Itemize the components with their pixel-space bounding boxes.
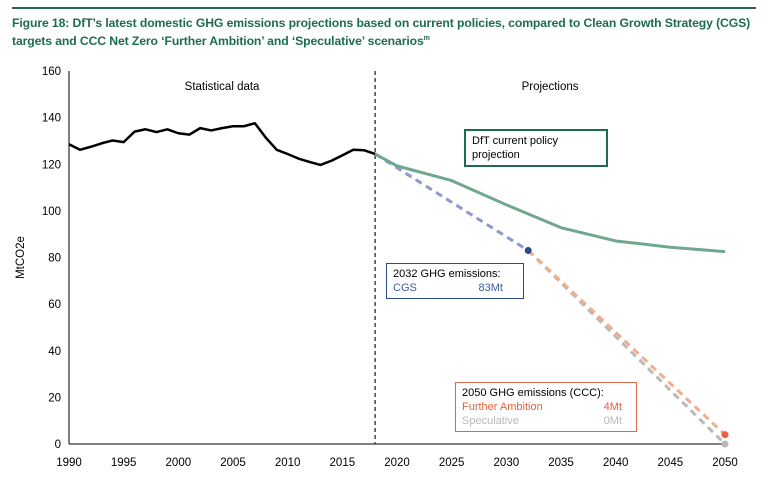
x-tick-label: 2015	[330, 457, 356, 469]
x-tick-label: 2035	[548, 457, 574, 469]
x-tick-label: 1990	[56, 457, 82, 469]
historical-series-line	[68, 121, 376, 167]
x-tick-label: 1995	[111, 457, 137, 469]
x-tick-label: 2050	[712, 457, 738, 469]
y-tick-label: 20	[48, 392, 61, 404]
cgs-annotation-box: 2032 GHG emissions: CGS 83Mt	[386, 263, 524, 299]
further-value: 4Mt	[603, 401, 622, 413]
region-label-statistical: Statistical data	[185, 81, 260, 93]
x-tick-label: 2025	[439, 457, 465, 469]
cgs-series-line	[374, 152, 530, 252]
region-label-projections: Projections	[522, 81, 579, 93]
cgs-heading: 2032 GHG emissions:	[393, 268, 501, 280]
dft-series-line	[374, 152, 726, 254]
cgs-value: 83Mt	[478, 282, 503, 294]
x-tick-label: 2005	[220, 457, 246, 469]
speculative-value: 0Mt	[603, 415, 622, 427]
y-tick-label: 120	[42, 159, 61, 171]
cgs-marker	[524, 247, 532, 255]
x-tick-label: 2045	[658, 457, 684, 469]
y-tick-label: 100	[42, 206, 61, 218]
x-tick-label: 2000	[166, 457, 192, 469]
further-label: Further Ambition	[462, 401, 543, 413]
further-marker	[721, 431, 729, 439]
y-tick-label: 40	[48, 346, 61, 358]
dft-label-box: DfT current policy projection	[464, 129, 608, 167]
y-tick-label: 0	[55, 439, 61, 451]
y-axis-label: MtCO2e	[15, 236, 27, 279]
further-series-line	[527, 249, 727, 436]
dft-label: DfT current policy projection	[472, 135, 558, 161]
speculative-series-line	[527, 249, 727, 446]
speculative-marker	[721, 440, 729, 448]
y-tick-label: 80	[48, 253, 61, 265]
title-rule	[12, 7, 756, 9]
x-tick-label: 2040	[603, 457, 629, 469]
x-tick-label: 2010	[275, 457, 301, 469]
ccc-heading: 2050 GHG emissions (CCC):	[462, 387, 604, 399]
cgs-label: CGS	[393, 282, 417, 294]
y-tick-label: 140	[42, 113, 61, 125]
y-tick-label: 60	[48, 299, 61, 311]
figure-title: Figure 18: DfT’s latest domestic GHG emi…	[12, 16, 751, 49]
x-tick-label: 2020	[384, 457, 410, 469]
y-tick-label: 160	[42, 66, 61, 78]
ccc-annotation-box: 2050 GHG emissions (CCC): Further Ambiti…	[455, 382, 637, 432]
x-tick-label: 2030	[494, 457, 520, 469]
speculative-label: Speculative	[462, 415, 519, 427]
